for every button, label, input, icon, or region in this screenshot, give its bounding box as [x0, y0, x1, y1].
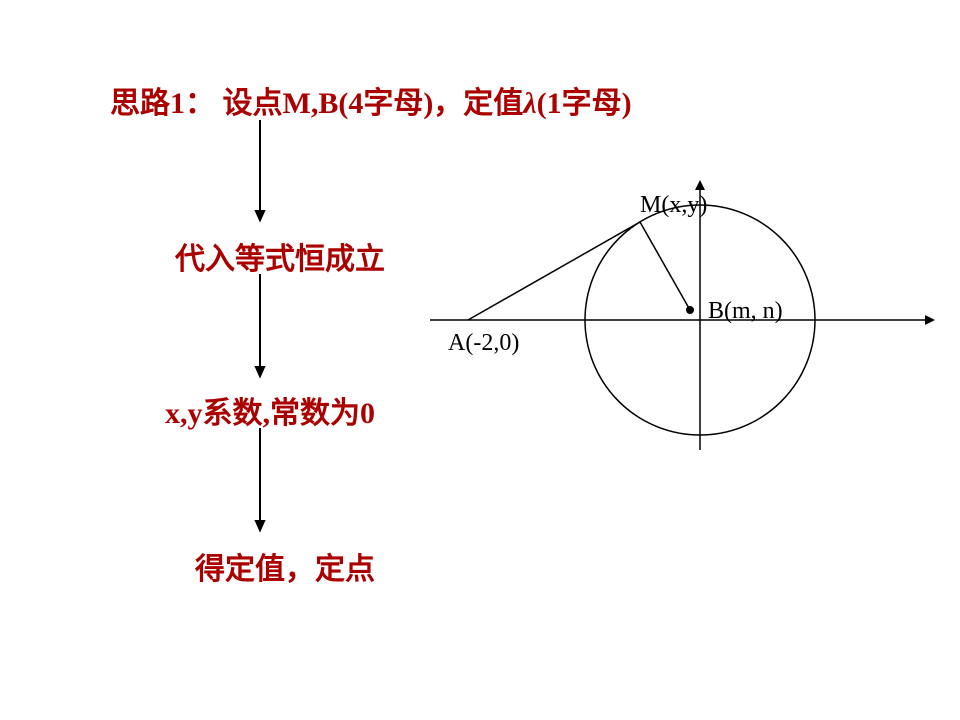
flow-arrow-3-head [254, 520, 265, 533]
line-AM [468, 222, 640, 320]
flow-arrow-2-head [254, 366, 265, 379]
point-B-dot [686, 306, 694, 314]
line-MB [640, 222, 690, 310]
label-M: M(x,y) [640, 192, 707, 219]
diagram-svg [0, 0, 960, 720]
label-B: B(m, n) [708, 298, 783, 325]
y-axis-arrow [695, 180, 705, 190]
flow-arrow-1-head [254, 210, 265, 223]
label-A: A(-2,0) [448, 330, 519, 357]
x-axis-arrow [925, 315, 935, 325]
